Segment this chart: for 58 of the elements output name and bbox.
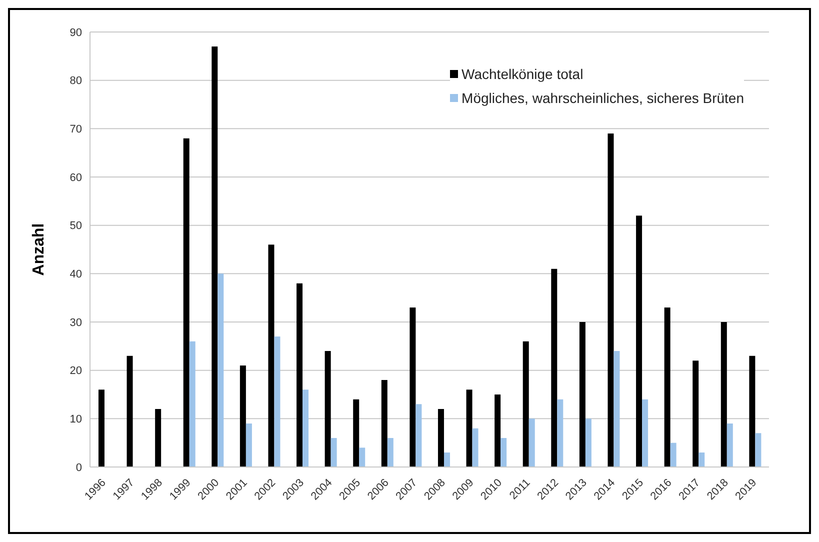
y-tick-label: 0	[76, 462, 82, 474]
bar	[268, 244, 274, 467]
bar	[444, 452, 450, 467]
bar	[466, 390, 472, 467]
bar	[698, 452, 705, 467]
y-tick-label: 10	[70, 414, 82, 426]
legend-label: Wachtelkönige total	[462, 65, 584, 84]
bar	[183, 138, 190, 467]
bar	[755, 433, 762, 467]
y-tick-label: 80	[70, 75, 82, 88]
y-tick-label: 70	[70, 124, 82, 136]
y-tick-label: 90	[70, 26, 82, 39]
y-tick-label: 40	[70, 268, 82, 281]
bar	[692, 360, 699, 467]
bar	[720, 322, 727, 467]
bar	[726, 424, 733, 467]
bar	[353, 399, 360, 467]
bar	[608, 134, 614, 467]
bar	[528, 418, 535, 467]
bar	[240, 366, 246, 467]
y-tick-label: 60	[70, 172, 82, 184]
y-tick-label: 30	[70, 316, 82, 329]
bar	[551, 268, 558, 467]
bar	[381, 380, 388, 467]
bar	[416, 404, 422, 467]
bar	[302, 390, 309, 467]
y-tick-label: 50	[70, 220, 82, 232]
y-tick-label: 20	[70, 365, 82, 378]
bar	[670, 442, 676, 467]
legend-label: Mögliches, wahrscheinliches, sicheres Brüten	[462, 89, 744, 108]
bar	[472, 428, 478, 467]
bar	[274, 336, 280, 467]
bar	[410, 308, 416, 467]
bar	[246, 424, 252, 467]
bar	[749, 356, 756, 467]
bar	[218, 274, 224, 467]
bar	[585, 418, 592, 467]
bar	[522, 341, 529, 467]
bar	[189, 341, 196, 467]
bar	[212, 46, 218, 467]
bar	[330, 438, 337, 467]
y-axis-title: Anzahl	[30, 223, 48, 276]
bar	[494, 394, 501, 467]
bar	[500, 438, 507, 467]
bar	[579, 322, 586, 467]
bar	[155, 409, 162, 467]
bar	[387, 438, 394, 467]
bar	[126, 356, 133, 467]
bar	[359, 448, 366, 467]
bar	[664, 308, 670, 467]
bar	[98, 390, 104, 467]
bar	[438, 409, 444, 467]
bar	[296, 283, 303, 467]
bar	[557, 399, 564, 467]
bar	[642, 399, 648, 467]
bar	[636, 216, 642, 467]
bar	[324, 351, 331, 467]
bar	[614, 351, 620, 467]
